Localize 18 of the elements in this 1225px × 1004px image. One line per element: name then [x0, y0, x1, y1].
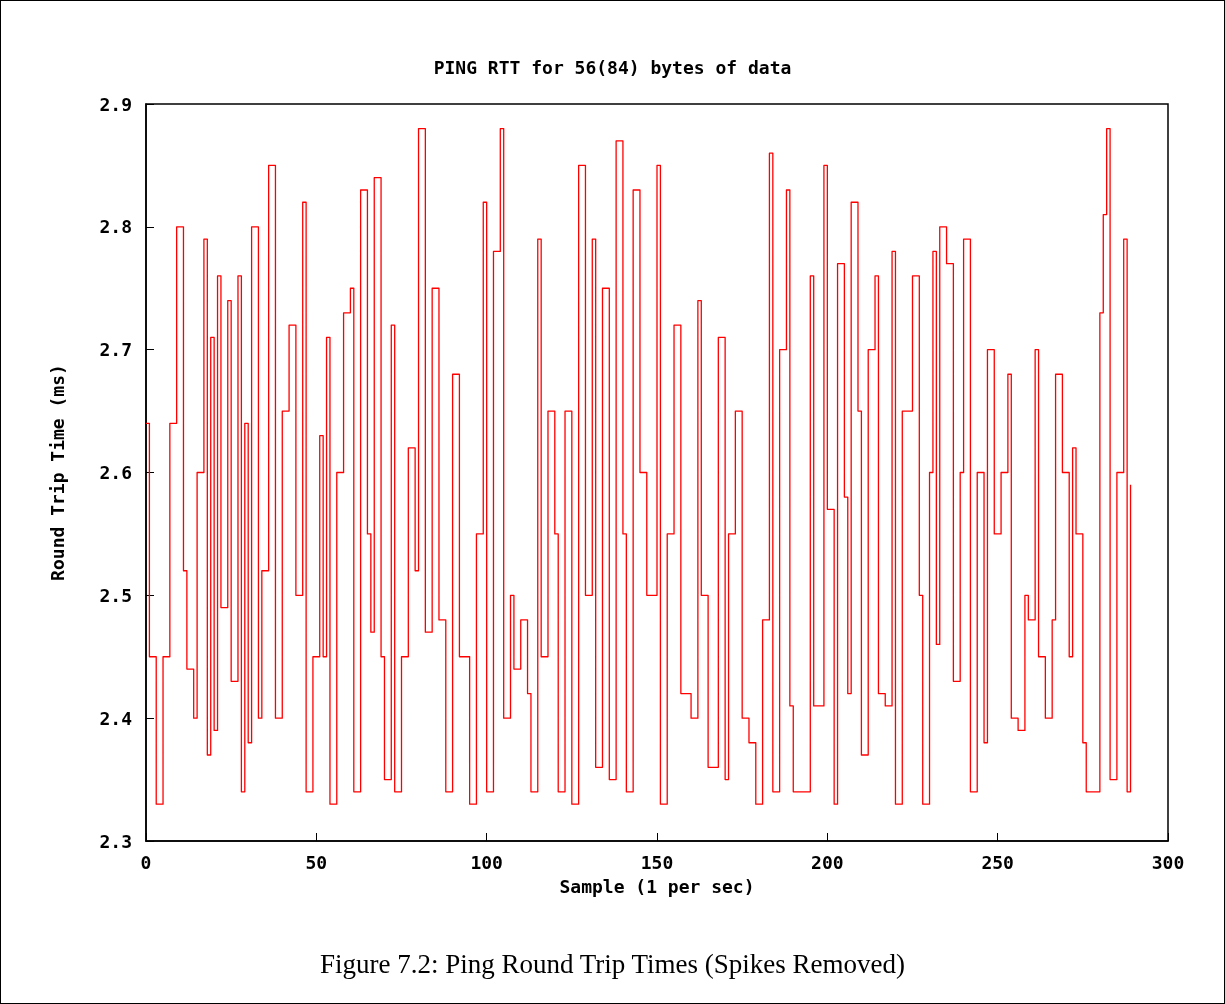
x-tick-label: 200	[811, 851, 844, 873]
y-tick-label: 2.4	[99, 707, 133, 729]
x-axis-title: Sample (1 per sec)	[559, 875, 755, 897]
y-tick-label: 2.7	[99, 339, 132, 361]
y-tick-label: 2.3	[99, 830, 132, 852]
y-tick-label: 2.6	[99, 462, 132, 483]
chart-title: PING RTT for 56(84) bytes of data	[433, 56, 792, 78]
x-tick-label: 50	[305, 851, 328, 873]
x-tick-label: 150	[640, 851, 674, 873]
y-tick-label: 2.5	[99, 584, 132, 606]
y-axis-title: Round Trip Time (ms)	[46, 364, 68, 581]
x-tick-label: 100	[470, 851, 503, 873]
x-tick-label: 0	[140, 851, 152, 873]
x-tick-label: 250	[981, 851, 1014, 873]
y-tick-label: 2.9	[99, 93, 132, 115]
caption: Figure 7.2: Ping Round Trip Times (Spikes Removed)	[318, 949, 907, 980]
x-tick-label: 300	[1151, 851, 1185, 873]
y-tick-label: 2.8	[99, 216, 132, 238]
